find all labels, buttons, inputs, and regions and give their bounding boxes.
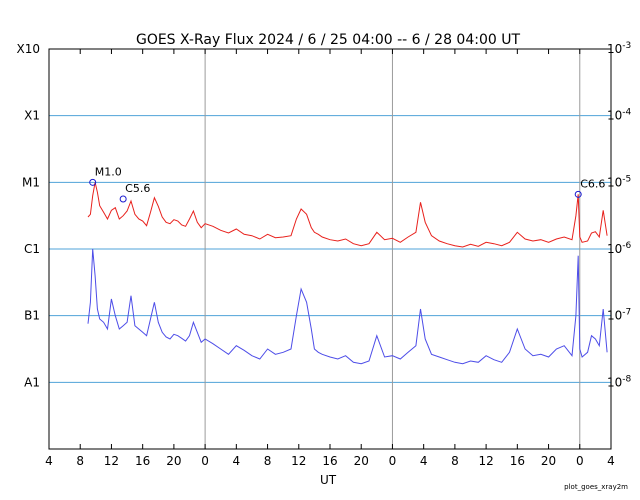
- data-series: [87, 182, 608, 365]
- flux-label-3: 10-6: [607, 241, 632, 256]
- x-tick-label-10: 20: [354, 454, 369, 468]
- x-tick-label-11: 0: [389, 454, 397, 468]
- class-label-X10: X10: [17, 42, 41, 56]
- x-tick-label-4: 20: [166, 454, 181, 468]
- peak-label-2: C6.6: [580, 177, 605, 190]
- flux-label-1: 10-4: [607, 108, 632, 123]
- class-label-A1: A1: [24, 375, 40, 389]
- x-tick-label-7: 8: [264, 454, 272, 468]
- flux-label-5: 10-8: [607, 374, 632, 389]
- x-tick-label-0: 4: [45, 454, 53, 468]
- peak-label-0: M1.0: [95, 165, 122, 178]
- x-tick-label-8: 12: [291, 454, 306, 468]
- flux-axis: 10-3 10-4 10-5 10-6 10-7 10-8: [607, 41, 632, 389]
- chart-title: GOES X-Ray Flux 2024 / 6 / 25 04:00 -- 6…: [136, 32, 520, 48]
- flux-label-0: 10-3: [607, 41, 631, 56]
- class-label-X1: X1: [24, 109, 40, 123]
- day-boundary-lines: [204, 49, 581, 449]
- x-tick-label-5: 0: [201, 454, 209, 468]
- x-axis-ticks: 4 8 12 16 20 0 4 8 12 16 20 0 4 8 12 16 20 0 4: [45, 49, 615, 468]
- peak-marker-1: [119, 195, 127, 203]
- plot-credit: plot_goes_xray2m: [564, 483, 628, 491]
- peak-marker-2: [574, 190, 582, 198]
- flare-class-axis: X10 X1 M1 C1 B1 A1: [17, 42, 41, 389]
- peak-annotations: M1.0C5.6 C6.6: [89, 165, 605, 203]
- class-label-C1: C1: [24, 242, 40, 256]
- series-short-channel: [87, 248, 608, 365]
- x-tick-label-17: 0: [576, 454, 584, 468]
- x-tick-label-14: 12: [478, 454, 493, 468]
- x-tick-label-16: 20: [541, 454, 556, 468]
- gridlines: [49, 115, 611, 383]
- x-tick-label-3: 16: [135, 454, 150, 468]
- flux-label-2: 10-5: [607, 174, 631, 189]
- x-tick-label-2: 12: [104, 454, 119, 468]
- x-axis-label: UT: [320, 473, 337, 487]
- x-tick-label-15: 16: [510, 454, 525, 468]
- flux-label-4: 10-7: [607, 308, 631, 323]
- x-tick-label-9: 16: [322, 454, 337, 468]
- series-long-channel: [87, 182, 608, 248]
- peak-marker-0: [89, 178, 97, 186]
- x-tick-label-1: 8: [76, 454, 84, 468]
- x-tick-label-18: 4: [607, 454, 615, 468]
- x-tick-label-6: 4: [233, 454, 241, 468]
- x-tick-label-13: 8: [451, 454, 459, 468]
- x-tick-label-12: 4: [420, 454, 428, 468]
- class-label-M1: M1: [22, 175, 40, 189]
- class-label-B1: B1: [24, 309, 40, 323]
- peak-label-1: C5.6: [125, 182, 150, 195]
